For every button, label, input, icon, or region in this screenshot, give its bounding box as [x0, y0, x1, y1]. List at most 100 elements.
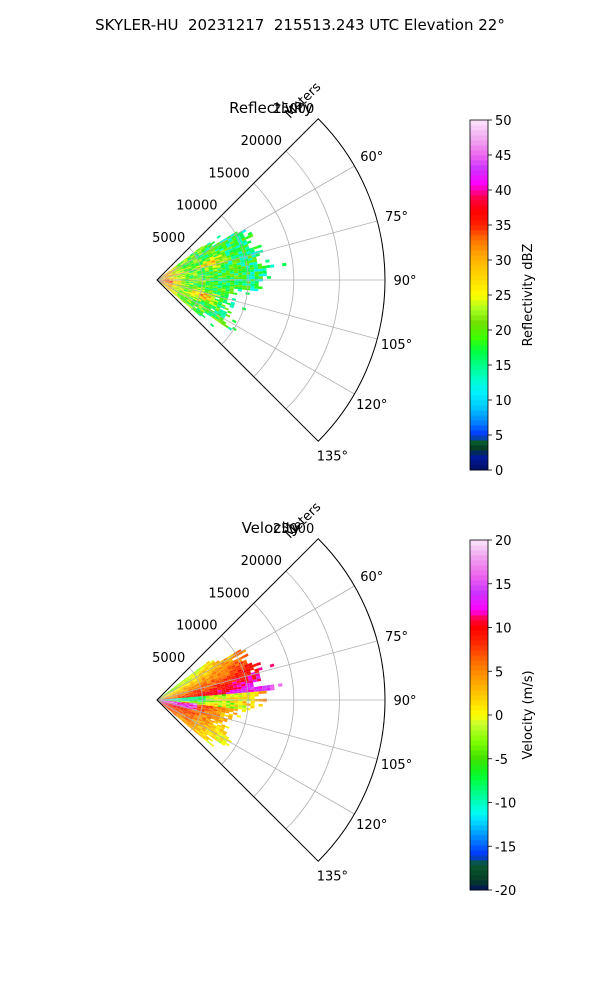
data-cell	[190, 722, 195, 726]
data-cell	[214, 666, 219, 671]
data-cell	[182, 720, 186, 724]
colorbar-tick-label: 30	[495, 254, 512, 269]
colorbar-segment	[470, 435, 488, 441]
data-cell	[224, 683, 229, 686]
data-cell	[249, 687, 255, 690]
data-cell	[171, 706, 176, 709]
data-cell	[177, 292, 182, 296]
data-cell	[239, 257, 245, 261]
data-cell	[220, 264, 225, 267]
data-cell	[216, 663, 222, 667]
data-cell	[173, 281, 178, 283]
data-cell	[192, 707, 197, 710]
colorbar-tick-label: 35	[495, 219, 512, 234]
colorbar-segment	[470, 570, 488, 576]
data-cell	[234, 275, 239, 278]
data-cell	[185, 695, 190, 697]
data-cell	[191, 720, 196, 724]
data-cell	[164, 283, 169, 286]
data-cell	[168, 693, 172, 696]
data-cell	[188, 724, 193, 728]
data-cell	[221, 270, 226, 273]
data-cell	[203, 714, 208, 718]
data-cell	[163, 284, 168, 288]
data-cell	[188, 272, 193, 275]
data-cell	[246, 283, 251, 286]
data-cell	[190, 684, 195, 687]
data-cell	[241, 686, 246, 689]
data-cell	[220, 315, 225, 319]
data-cell	[219, 316, 224, 321]
data-cell	[176, 705, 181, 708]
data-cell	[216, 292, 221, 296]
data-cell	[180, 286, 185, 289]
data-cell	[165, 278, 170, 279]
data-cell	[246, 285, 251, 289]
colorbar-segment	[470, 265, 488, 271]
data-cell	[210, 257, 215, 261]
data-cell	[248, 677, 253, 681]
data-cell	[171, 271, 176, 274]
data-cell	[253, 264, 258, 268]
data-cell	[183, 297, 188, 301]
data-cell	[177, 701, 182, 703]
data-cell	[228, 262, 233, 265]
data-cell	[198, 312, 203, 316]
data-cell	[193, 700, 198, 702]
data-cell	[225, 725, 230, 729]
data-cell	[206, 726, 212, 730]
data-cell	[191, 686, 196, 689]
data-cell	[165, 701, 170, 702]
data-cell	[179, 708, 184, 710]
colorbar-segment	[470, 305, 488, 311]
data-cell	[266, 684, 271, 689]
data-cell	[186, 675, 191, 679]
azimuth-grid-line	[156, 279, 355, 395]
data-cell	[189, 700, 194, 702]
data-cell	[168, 704, 173, 707]
data-cell	[217, 289, 222, 292]
data-cell	[192, 287, 197, 290]
data-cell	[232, 683, 238, 686]
data-cell	[182, 713, 186, 716]
data-cell	[200, 668, 205, 672]
data-cell	[247, 675, 253, 679]
data-cell	[185, 704, 190, 706]
data-cell	[168, 274, 173, 277]
data-cell	[182, 300, 186, 304]
data-cell	[170, 709, 174, 713]
data-cell	[222, 697, 227, 700]
data-cell	[188, 725, 192, 729]
data-cell	[206, 259, 211, 262]
data-cell	[170, 708, 175, 712]
data-cell	[211, 250, 216, 254]
data-cell	[208, 664, 213, 669]
data-cell	[165, 701, 170, 703]
data-cell	[193, 717, 198, 721]
data-cell	[180, 296, 184, 300]
data-cell	[197, 282, 202, 284]
data-cell	[188, 270, 193, 273]
data-cell	[212, 312, 217, 317]
data-cell	[181, 277, 186, 279]
colorbar-tick-label: 15	[495, 359, 512, 374]
data-cell	[250, 276, 255, 279]
data-cell	[161, 278, 165, 280]
data-cell	[188, 692, 193, 695]
data-cell	[181, 283, 186, 286]
data-cell	[206, 680, 211, 683]
data-cell	[165, 700, 170, 702]
data-cell	[225, 272, 230, 275]
data-cell	[221, 740, 227, 745]
data-cell	[207, 296, 212, 299]
data-cell	[228, 715, 233, 718]
data-cell	[220, 725, 225, 729]
data-cell	[213, 256, 219, 259]
azimuth-tick-label: 120°	[356, 398, 387, 413]
colorbar-segment	[470, 855, 488, 861]
data-cell	[167, 706, 171, 709]
data-cell	[186, 720, 191, 724]
data-cell	[171, 691, 176, 694]
data-cell	[161, 698, 165, 700]
data-cell	[216, 243, 222, 247]
